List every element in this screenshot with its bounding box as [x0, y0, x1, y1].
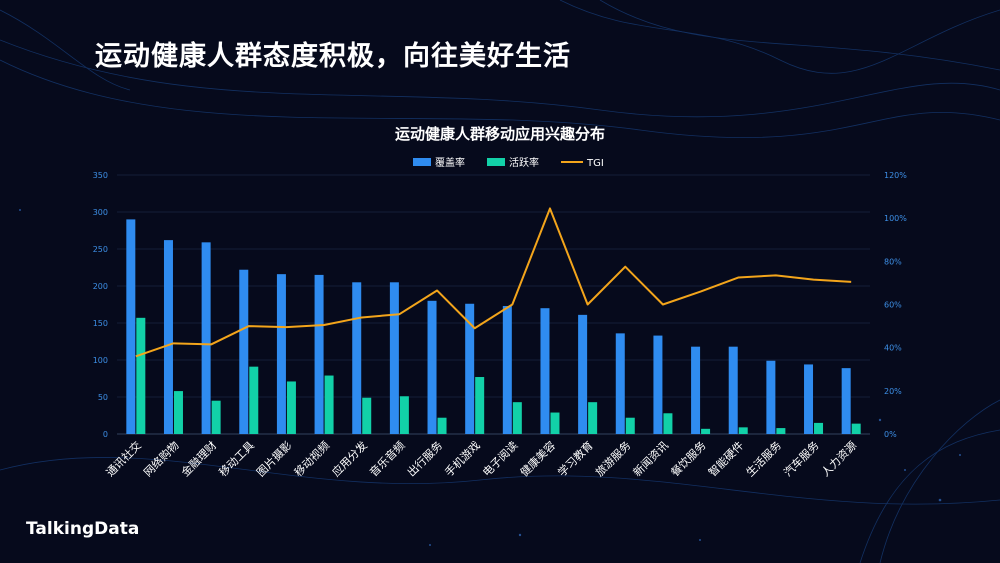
- x-tick-label: 汽车服务: [781, 438, 822, 479]
- legend-label: TGI: [586, 158, 604, 169]
- bar-coverage: [465, 303, 475, 434]
- bar-active: [324, 375, 334, 434]
- bar-coverage: [352, 282, 362, 434]
- brand-logo: TalkingData: [26, 519, 140, 539]
- left-tick-label: 0: [103, 430, 108, 439]
- x-tick-label: 移动视频: [291, 438, 332, 479]
- left-axis: 0 50 100 150 200 250 300 350: [93, 171, 108, 439]
- bar-active: [512, 402, 522, 434]
- bar-series: [126, 219, 861, 434]
- legend-label: 覆盖率: [435, 156, 465, 169]
- bar-coverage: [239, 269, 249, 434]
- right-tick-label: 60%: [884, 301, 902, 310]
- chart-grid: [117, 174, 870, 435]
- bar-coverage: [540, 308, 550, 434]
- bar-active: [625, 417, 635, 434]
- x-tick-label: 出行服务: [404, 438, 445, 479]
- x-tick-label: 学习教育: [555, 438, 596, 479]
- x-tick-label: 手机游戏: [442, 438, 483, 479]
- bar-active: [475, 377, 485, 434]
- bar-coverage: [728, 346, 738, 434]
- left-tick-label: 100: [93, 356, 108, 365]
- bar-active: [776, 428, 786, 434]
- right-tick-label: 20%: [884, 387, 902, 396]
- x-tick-label: 健康美容: [517, 438, 558, 479]
- x-axis-labels: 通讯社交网络购物金融理财移动工具图片摄影移动视频应用分发音乐音频出行服务手机游戏…: [103, 438, 859, 479]
- left-tick-label: 50: [98, 393, 108, 402]
- x-tick-label: 图片摄影: [254, 438, 295, 479]
- x-tick-label: 人力资源: [818, 438, 859, 479]
- right-tick-label: 40%: [884, 344, 902, 353]
- x-tick-label: 生活服务: [743, 438, 784, 479]
- left-tick-label: 300: [93, 208, 108, 217]
- x-tick-label: 通讯社交: [103, 438, 144, 479]
- bar-active: [362, 397, 372, 434]
- x-tick-label: 移动工具: [217, 439, 257, 479]
- bar-active: [701, 428, 711, 434]
- legend-swatch: [487, 158, 505, 166]
- chart-title: 运动健康人群移动应用兴趣分布: [395, 125, 605, 143]
- bar-coverage: [578, 314, 588, 434]
- bar-active: [588, 402, 598, 434]
- x-tick-label: 电子阅读: [479, 438, 520, 479]
- legend-swatch: [413, 158, 431, 166]
- tgi-line: [135, 207, 852, 358]
- left-tick-label: 200: [93, 282, 108, 291]
- bar-coverage: [804, 364, 814, 434]
- chart-legend: 覆盖率 活跃率 TGI: [413, 156, 604, 169]
- bar-coverage: [653, 335, 663, 434]
- bar-active: [738, 427, 748, 434]
- x-tick-label: 智能硬件: [705, 438, 746, 479]
- bar-coverage: [615, 333, 625, 434]
- left-tick-label: 150: [93, 319, 108, 328]
- left-tick-label: 250: [93, 245, 108, 254]
- tgi-line-series: [135, 207, 852, 358]
- x-tick-label: 音乐音频: [366, 438, 407, 479]
- bar-active: [211, 400, 221, 434]
- bar-coverage: [502, 305, 512, 434]
- bar-active: [851, 423, 861, 434]
- bar-active: [136, 317, 146, 434]
- left-tick-label: 350: [93, 171, 108, 180]
- bar-active: [814, 422, 824, 434]
- x-tick-label: 新闻资讯: [630, 438, 671, 479]
- right-axis: 0% 20% 40% 60% 80% 100% 120%: [884, 171, 907, 439]
- legend-label: 活跃率: [509, 156, 539, 169]
- x-tick-label: 餐饮服务: [668, 438, 709, 479]
- bar-coverage: [389, 282, 399, 434]
- right-tick-label: 100%: [884, 214, 907, 223]
- bar-coverage: [427, 300, 437, 434]
- bar-active: [550, 412, 560, 434]
- bar-coverage: [276, 274, 286, 434]
- x-tick-label: 旅游服务: [592, 438, 633, 479]
- x-tick-label: 应用分发: [329, 438, 370, 479]
- bar-coverage: [163, 240, 173, 434]
- bar-coverage: [201, 242, 211, 434]
- bar-active: [399, 396, 409, 434]
- bar-active: [286, 381, 296, 434]
- bar-coverage: [841, 368, 851, 434]
- bar-coverage: [691, 346, 701, 434]
- bar-active: [437, 417, 447, 434]
- bar-active: [249, 366, 259, 434]
- bar-coverage: [766, 360, 776, 434]
- x-tick-label: 网络购物: [141, 438, 182, 479]
- x-tick-label: 金融理财: [178, 438, 219, 479]
- right-tick-label: 0%: [884, 430, 897, 439]
- right-tick-label: 80%: [884, 257, 902, 266]
- right-tick-label: 120%: [884, 171, 907, 180]
- bar-coverage: [314, 274, 324, 434]
- slide-title: 运动健康人群态度积极，向往美好生活: [95, 41, 571, 72]
- bar-active: [173, 391, 183, 434]
- bar-active: [663, 413, 673, 434]
- bar-coverage: [126, 219, 136, 434]
